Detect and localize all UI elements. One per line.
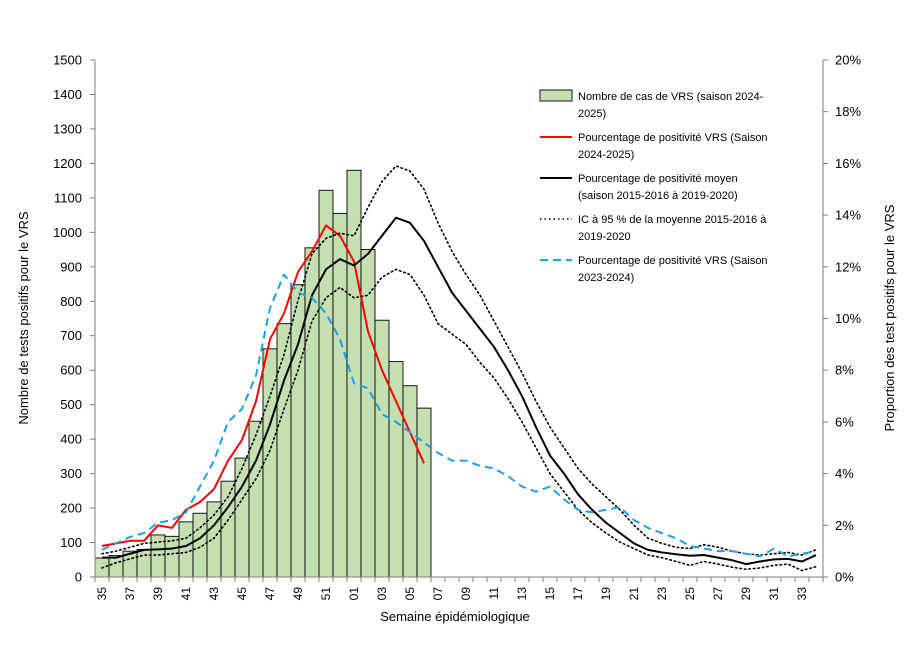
x-tick-label: 01 [347,587,361,601]
y-right-tick-label: 2% [835,518,854,533]
y-right-tick-label: 10% [835,311,861,326]
legend-label: 2024-2025) [578,149,634,161]
x-tick-label: 11 [487,587,501,600]
x-tick-label: 33 [795,587,809,601]
bar-week-38 [136,548,152,578]
bar-week-40 [164,535,180,578]
bar-week-44 [220,480,236,578]
x-tick-label: 51 [319,587,333,601]
legend-label: IC à 95 % de la moyenne 2015-2016 à [578,214,767,226]
y-left-tick-label: 600 [60,363,82,378]
legend-label: 2023-2024) [578,272,634,284]
legend-label: 2019-2020 [578,231,631,243]
y-left-tick-label: 1000 [53,225,82,240]
x-tick-label: 49 [291,587,305,601]
y-right-tick-label: 4% [835,466,854,481]
y-left-tick-label: 100 [60,535,82,550]
bar-week-06 [416,407,432,578]
y-axis-right-title: Proportion des test positifs pour le VRS [882,204,897,431]
legend-label: Pourcentage de positivité VRS (Saison [578,255,768,267]
series-line-2 [102,216,817,566]
bar-week-05 [402,385,418,578]
legend-label: Pourcentage de positivité VRS (Saison [578,132,768,144]
bar-series [94,169,432,578]
x-tick-label: 19 [599,587,613,601]
x-tick-label: 15 [543,587,557,601]
x-tick-label: 37 [123,587,137,601]
y-left-tick-label: 0 [75,570,82,585]
y-left-tick-label: 1100 [54,190,82,205]
legend-label: (saison 2015-2016 à 2019-2020) [578,190,738,202]
y-left-tick-label: 200 [60,501,82,516]
x-tick-label: 05 [403,587,417,601]
bar-week-51 [318,189,334,578]
y-right-tick-label: 18% [835,104,861,119]
x-tick-label: 13 [515,587,529,601]
x-tick-label: 43 [207,587,221,601]
x-tick-label: 17 [571,587,585,601]
y-left-tick-label: 500 [60,397,82,412]
series-line-5 [101,273,817,558]
x-tick-label: 41 [179,587,193,601]
bar-week-01 [346,169,362,578]
y-right-tick-label: 14% [835,208,861,223]
y-left-tick-label: 1500 [53,53,82,68]
bar-week-41 [178,521,194,578]
bar-week-02 [360,249,376,578]
y-left-tick-label: 1200 [53,156,82,171]
x-tick-label: 35 [95,587,109,601]
x-tick-label: 07 [431,587,445,601]
x-tick-label: 29 [739,587,753,601]
bar-week-48 [276,323,292,578]
bar-week-47 [262,348,278,578]
bar-week-46 [248,420,264,578]
x-tick-label: 21 [627,587,641,601]
y-right-tick-label: 8% [835,363,854,378]
y-left-tick-label: 1300 [53,121,82,136]
y-axis-left-title: Nombre de tests positifs pour le VRS [16,211,31,424]
x-axis-title: Semaine épidémiologique [380,609,530,624]
legend-swatch-bars [539,89,573,102]
y-left-tick-label: 700 [60,328,82,343]
bar-week-04 [388,361,404,578]
line-series [101,165,817,572]
y-left-tick-label: 400 [60,432,82,447]
x-tick-label: 45 [235,587,249,601]
x-tick-label: 03 [375,587,389,601]
x-tick-label: 23 [655,587,669,601]
x-tick-label: 09 [459,587,473,601]
y-right-tick-label: 16% [835,156,861,171]
y-right-tick-label: 0% [835,570,854,585]
legend-label: Pourcentage de positivité moyen [578,173,738,185]
legend-label: 2025) [578,108,606,120]
series-line-1 [101,224,425,547]
x-tick-label: 39 [151,587,165,601]
y-right-tick-label: 12% [835,259,861,274]
x-tick-label: 47 [263,587,277,601]
series-line-4 [101,268,817,572]
bar-week-36 [108,555,124,578]
axes: 0 100 200 300 400 500 600 700 800 900 1000 1100 1200… [53,53,861,601]
bar-week-43 [206,501,222,578]
y-left-tick-label: 300 [60,466,82,481]
legend-label: Nombre de cas de VRS (saison 2024- [578,91,764,103]
bar-week-52 [332,212,348,578]
y-left-tick-label: 800 [60,294,82,309]
y-right-tick-label: 20% [835,53,861,68]
x-tick-label: 31 [767,587,781,601]
y-left-tick-label: 900 [60,259,82,274]
x-tick-label: 27 [711,587,725,601]
y-left-tick-label: 1400 [53,87,82,102]
y-right-tick-label: 6% [835,414,854,429]
x-tick-label: 25 [683,587,697,601]
legend: Nombre de cas de VRS (saison 2024- 2025) P… [539,89,768,284]
